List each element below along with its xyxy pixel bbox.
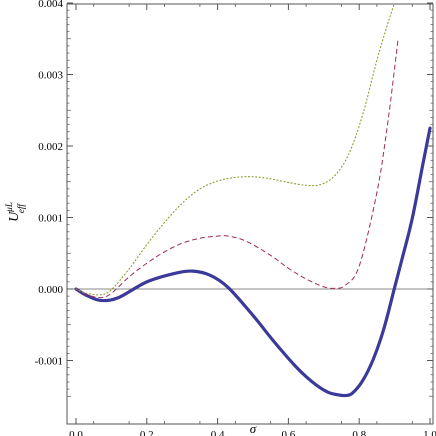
series-line-1-solid-thick	[74, 126, 432, 398]
y-tick-label: 0.004	[38, 0, 63, 10]
y-tick-label: 0.000	[38, 284, 63, 296]
y-axis-label-sup: μL	[4, 202, 14, 213]
x-tick-label: 0.0	[69, 429, 83, 436]
series-line-2-dashed	[75, 38, 399, 299]
y-axis-label-sub: eff	[16, 203, 26, 213]
y-tick-label: 0.002	[38, 141, 63, 153]
x-tick-label: 0.6	[282, 429, 296, 436]
plot-frame	[66, 3, 434, 425]
series-group	[74, 4, 432, 398]
y-axis-label-base: U	[7, 211, 22, 222]
y-tick-label: 0.001	[38, 213, 63, 225]
ticks-group: 0.0 0.2 0.4 0.6 0.8 1.0 -0.001 0.000 0.001 0.002 0…	[35, 0, 436, 436]
x-tick-label: 0.4	[211, 429, 225, 436]
series-line-3-dotted	[75, 4, 395, 296]
y-tick-label: -0.001	[35, 356, 63, 368]
y-axis-label: UμL eff	[4, 202, 26, 222]
x-tick-label: 0.8	[352, 429, 366, 436]
x-tick-label: 1.0	[423, 429, 436, 436]
axis-labels: σ UμL eff	[4, 202, 257, 436]
plot-border	[66, 3, 434, 425]
y-tick-label: 0.003	[38, 70, 63, 82]
x-axis-label: σ	[250, 421, 257, 436]
x-tick-label: 0.2	[140, 429, 154, 436]
